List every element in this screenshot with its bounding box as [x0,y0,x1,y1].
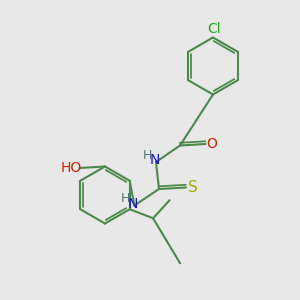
Text: HO: HO [61,161,82,175]
Text: H: H [143,149,152,162]
Text: H: H [121,192,130,206]
Text: N: N [149,154,160,167]
Text: S: S [188,180,197,195]
Text: O: O [207,137,218,151]
Text: Cl: Cl [208,22,221,36]
Text: N: N [128,197,138,211]
